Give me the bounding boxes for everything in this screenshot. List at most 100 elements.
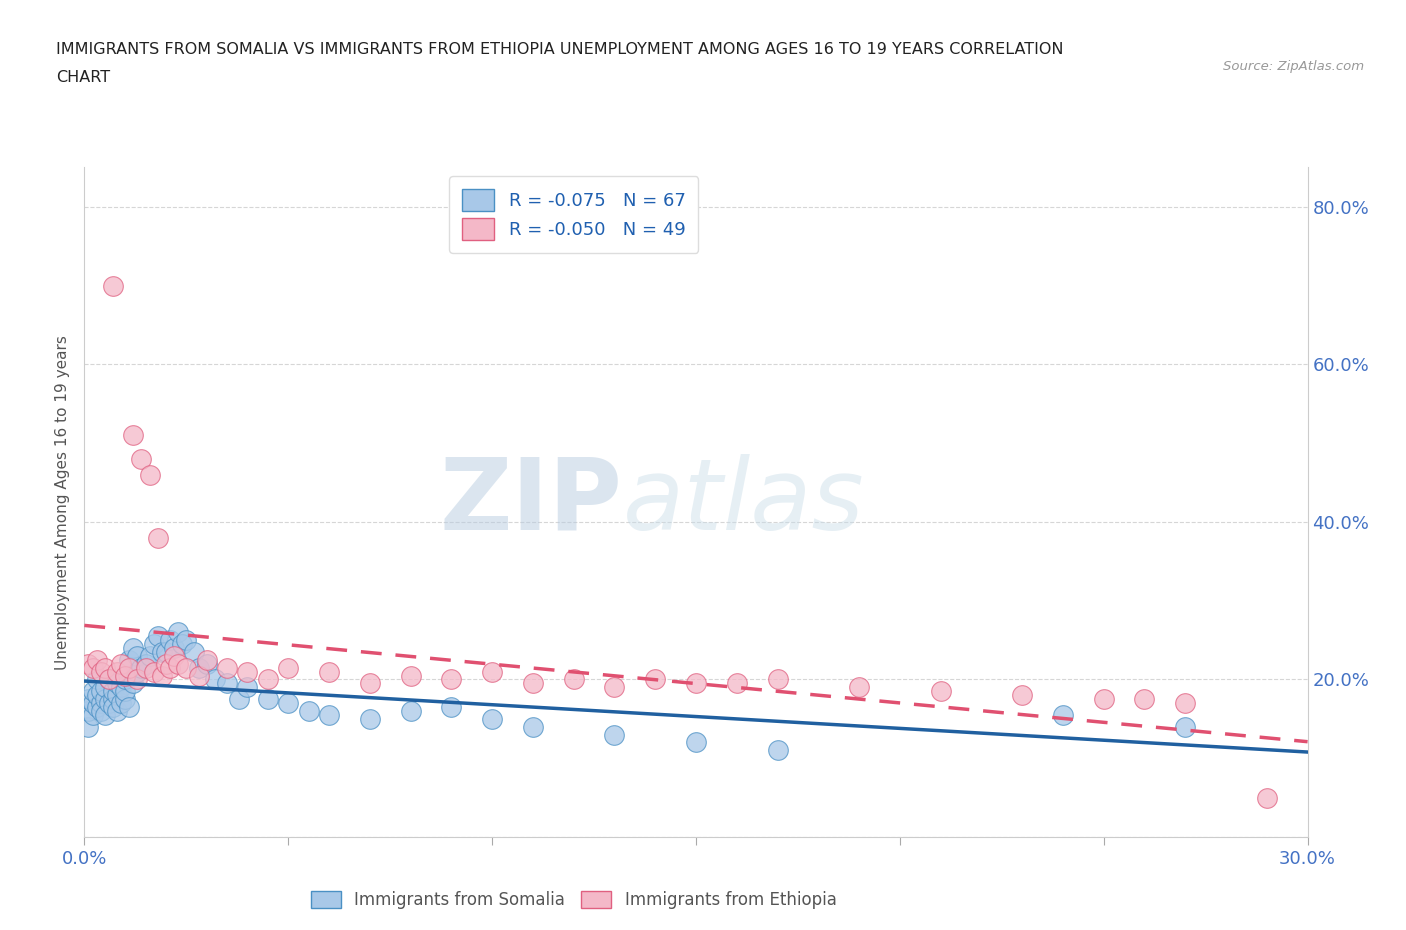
Point	[138, 648, 160, 663]
Point	[77, 657, 100, 671]
Point	[131, 660, 153, 675]
Point	[277, 696, 299, 711]
Point	[155, 644, 177, 659]
Point	[1011, 688, 1033, 703]
Point	[86, 699, 108, 714]
Point	[150, 668, 173, 683]
Point	[97, 672, 120, 687]
Point	[86, 652, 108, 667]
Point	[110, 657, 132, 671]
Point	[101, 699, 124, 714]
Point	[217, 660, 239, 675]
Point	[114, 684, 136, 698]
Point	[138, 467, 160, 482]
Point	[93, 692, 115, 707]
Point	[603, 727, 626, 742]
Point	[1092, 692, 1115, 707]
Point	[298, 703, 321, 718]
Point	[183, 644, 205, 659]
Point	[105, 676, 128, 691]
Point	[725, 676, 748, 691]
Point	[603, 680, 626, 695]
Point	[318, 708, 340, 723]
Point	[257, 692, 280, 707]
Point	[195, 652, 218, 667]
Point	[97, 696, 120, 711]
Point	[86, 672, 108, 687]
Point	[90, 703, 112, 718]
Point	[122, 641, 145, 656]
Point	[122, 428, 145, 443]
Point	[481, 664, 503, 679]
Point	[110, 680, 132, 695]
Point	[118, 652, 141, 667]
Text: IMMIGRANTS FROM SOMALIA VS IMMIGRANTS FROM ETHIOPIA UNEMPLOYMENT AMONG AGES 16 T: IMMIGRANTS FROM SOMALIA VS IMMIGRANTS FR…	[56, 42, 1064, 57]
Point	[105, 664, 128, 679]
Text: CHART: CHART	[56, 70, 110, 85]
Point	[150, 644, 173, 659]
Point	[142, 636, 165, 651]
Point	[127, 664, 149, 679]
Point	[142, 664, 165, 679]
Point	[155, 657, 177, 671]
Point	[135, 657, 157, 671]
Point	[114, 672, 136, 687]
Point	[228, 692, 250, 707]
Point	[86, 688, 108, 703]
Point	[318, 664, 340, 679]
Point	[172, 636, 194, 651]
Point	[93, 680, 115, 695]
Point	[1052, 708, 1074, 723]
Point	[77, 719, 100, 734]
Point	[562, 672, 585, 687]
Point	[644, 672, 666, 687]
Point	[101, 278, 124, 293]
Point	[167, 657, 190, 671]
Point	[236, 664, 259, 679]
Point	[118, 660, 141, 675]
Legend: Immigrants from Somalia, Immigrants from Ethiopia: Immigrants from Somalia, Immigrants from…	[304, 884, 844, 916]
Point	[82, 660, 104, 675]
Point	[217, 676, 239, 691]
Point	[204, 672, 226, 687]
Point	[159, 632, 181, 647]
Point	[848, 680, 870, 695]
Point	[440, 699, 463, 714]
Point	[399, 668, 422, 683]
Point	[82, 684, 104, 698]
Text: Source: ZipAtlas.com: Source: ZipAtlas.com	[1223, 60, 1364, 73]
Point	[257, 672, 280, 687]
Point	[1133, 692, 1156, 707]
Point	[77, 692, 100, 707]
Point	[114, 668, 136, 683]
Point	[195, 657, 218, 671]
Point	[685, 735, 707, 750]
Point	[159, 660, 181, 675]
Point	[82, 708, 104, 723]
Point	[101, 692, 124, 707]
Point	[1256, 790, 1278, 805]
Point	[174, 660, 197, 675]
Point	[1174, 696, 1197, 711]
Point	[236, 680, 259, 695]
Point	[359, 711, 381, 726]
Point	[685, 676, 707, 691]
Point	[1174, 719, 1197, 734]
Point	[105, 703, 128, 718]
Point	[127, 672, 149, 687]
Text: atlas: atlas	[623, 454, 865, 551]
Point	[114, 692, 136, 707]
Point	[522, 676, 544, 691]
Point	[163, 641, 186, 656]
Point	[90, 696, 112, 711]
Point	[399, 703, 422, 718]
Point	[90, 684, 112, 698]
Point	[122, 676, 145, 691]
Point	[187, 660, 209, 675]
Point	[929, 684, 952, 698]
Point	[127, 648, 149, 663]
Point	[110, 696, 132, 711]
Point	[766, 743, 789, 758]
Point	[101, 684, 124, 698]
Point	[82, 696, 104, 711]
